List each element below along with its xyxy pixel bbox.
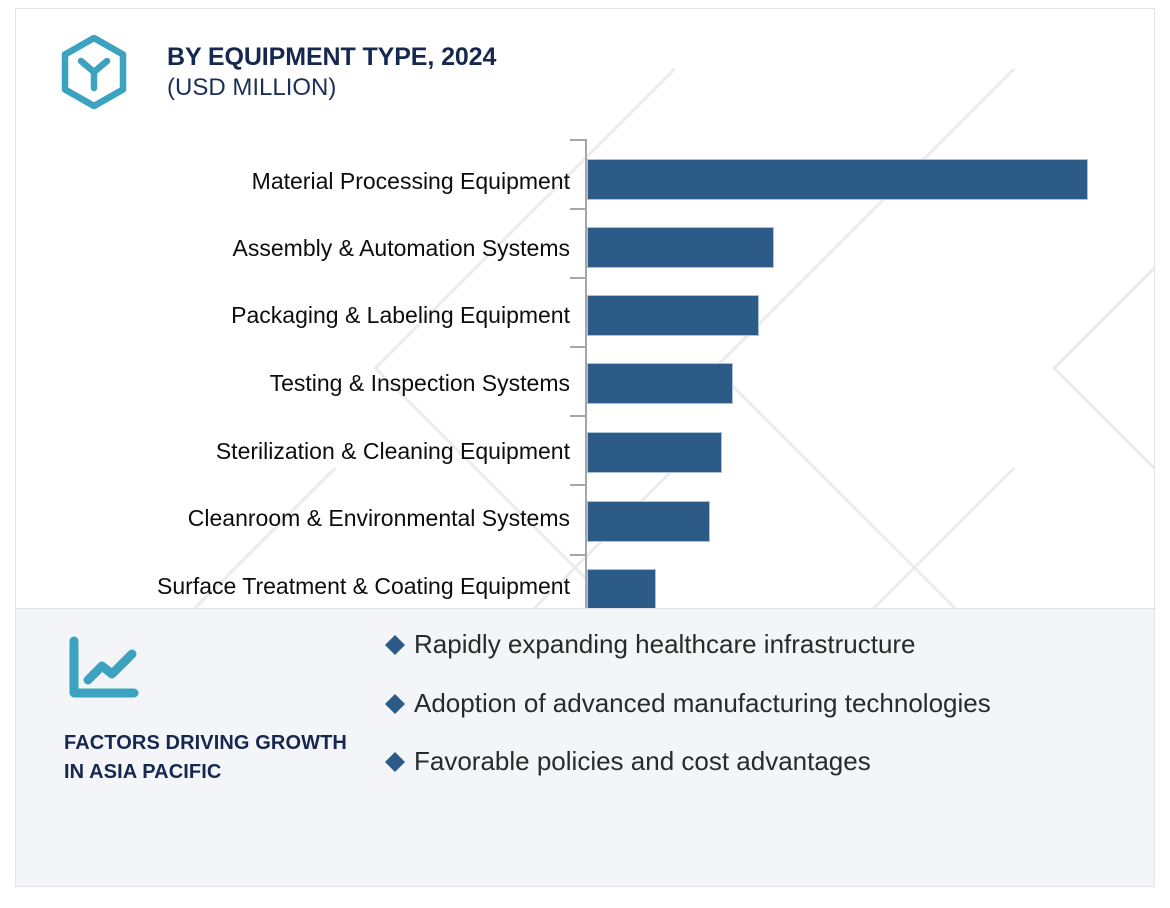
category-label: Sterilization & Cleaning Equipment — [215, 438, 570, 464]
bar — [587, 363, 733, 404]
diamond-bullet-icon — [385, 635, 405, 655]
bar — [587, 501, 710, 542]
growth-factors-heading-block: FACTORS DRIVING GROWTH IN ASIA PACIFIC — [64, 635, 364, 787]
diamond-bullet-icon — [385, 693, 405, 714]
list-item-label: Adoption of advanced manufacturing techn… — [414, 687, 991, 718]
growth-factors-panel: FACTORS DRIVING GROWTH IN ASIA PACIFIC R… — [16, 608, 1154, 886]
growth-factors-list: Rapidly expanding healthcare infrastruct… — [384, 627, 1126, 803]
bar — [587, 295, 759, 336]
axis-tick — [570, 415, 586, 417]
bar — [587, 569, 656, 610]
axis-tick — [570, 346, 586, 348]
list-item: Adoption of advanced manufacturing techn… — [384, 686, 1126, 721]
category-label: Surface Treatment & Coating Equipment — [157, 573, 570, 599]
category-label: Cleanroom & Environmental Systems — [187, 505, 570, 531]
page-title: BY EQUIPMENT TYPE, 2024 — [167, 43, 497, 71]
category-label: Testing & Inspection Systems — [269, 370, 570, 396]
page-subtitle: (USD MILLION) — [167, 73, 337, 101]
category-label: Packaging & Labeling Equipment — [231, 302, 570, 328]
axis-tick — [570, 484, 586, 486]
axis-tick — [570, 139, 586, 141]
line-chart-icon — [69, 636, 139, 698]
list-item: Favorable policies and cost advantages — [384, 744, 1126, 779]
growth-factors-title: FACTORS DRIVING GROWTH IN ASIA PACIFIC — [64, 732, 347, 783]
bar — [587, 227, 774, 268]
title-block: BY EQUIPMENT TYPE, 2024 (USD MILLION) — [167, 43, 496, 103]
category-axis-labels: Material Processing Equipment Assembly &… — [16, 137, 570, 627]
header: BY EQUIPMENT TYPE, 2024 (USD MILLION) — [61, 29, 496, 109]
infographic-card: BY EQUIPMENT TYPE, 2024 (USD MILLION) Ma… — [15, 8, 1155, 887]
category-label: Material Processing Equipment — [251, 168, 570, 194]
hexagon-y-logo-icon — [61, 35, 127, 109]
bar-chart: Material Processing Equipment Assembly &… — [16, 137, 1154, 627]
category-label: Assembly & Automation Systems — [232, 235, 570, 261]
list-item-label: Rapidly expanding healthcare infrastruct… — [414, 629, 916, 659]
list-item: Rapidly expanding healthcare infrastruct… — [384, 627, 1126, 662]
axis-tick — [570, 208, 586, 210]
axis-tick — [570, 554, 586, 556]
list-item-label: Favorable policies and cost advantages — [414, 746, 871, 777]
bar — [587, 432, 722, 473]
axis-tick — [570, 277, 586, 279]
bar — [587, 159, 1088, 200]
diamond-bullet-icon — [385, 752, 405, 773]
